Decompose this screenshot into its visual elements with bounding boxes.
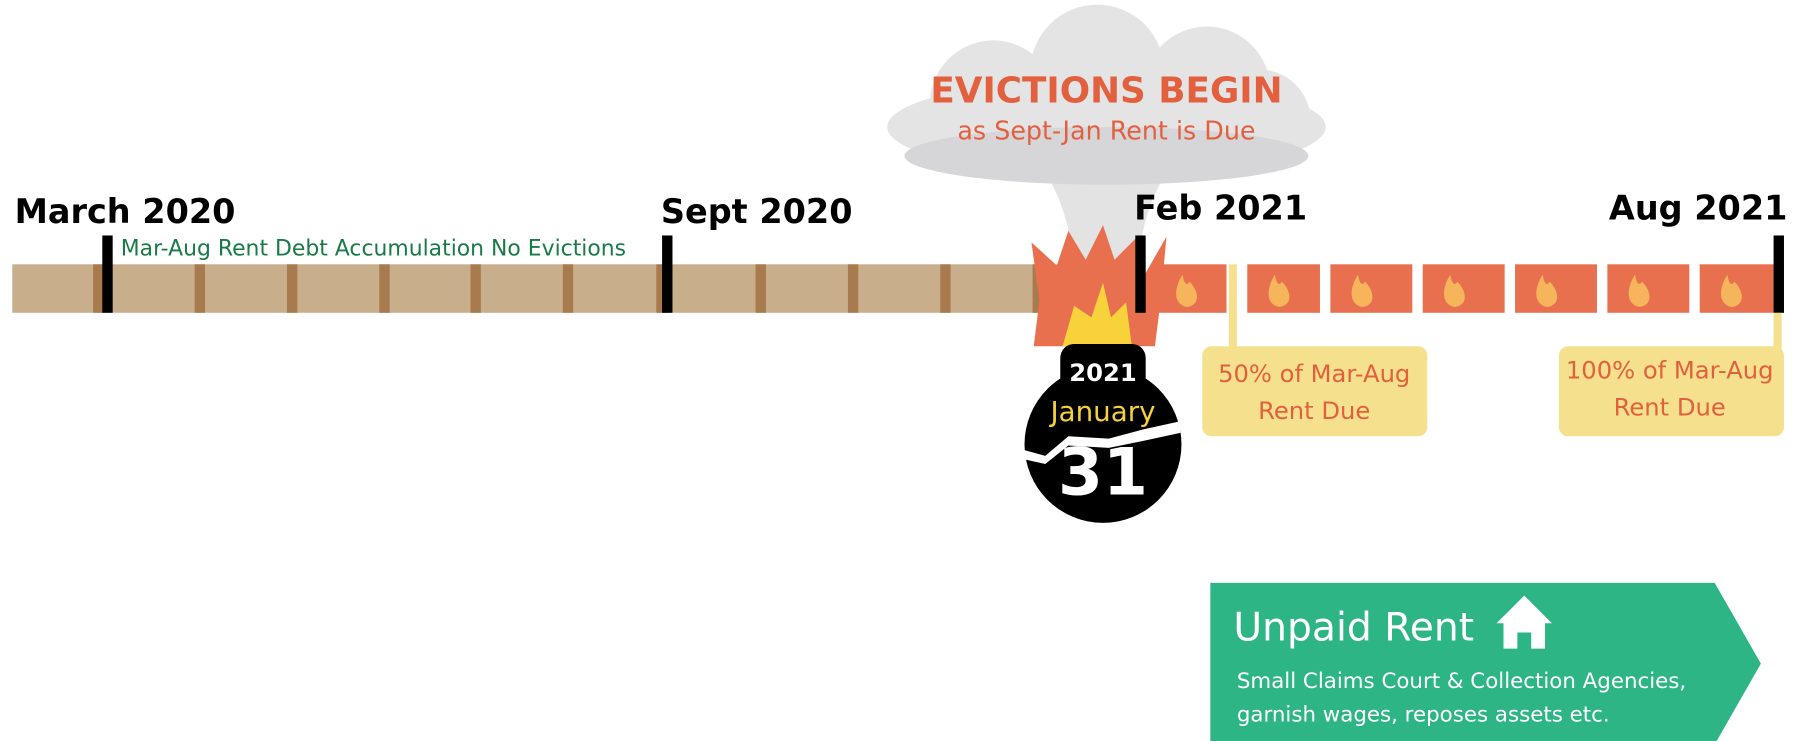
bomb-year: 2021 — [1069, 359, 1136, 387]
bomb-day: 31 — [1058, 435, 1148, 510]
bar-divider — [379, 264, 389, 312]
bar-divider — [563, 264, 573, 312]
cloud-subtitle: as Sept-Jan Rent is Due — [957, 116, 1255, 146]
timeline-infographic: EVICTIONS BEGIN as Sept-Jan Rent is Due … — [0, 0, 1802, 741]
bar-divider — [848, 264, 858, 312]
bar-divider — [195, 264, 205, 312]
marker-label: Aug 2021 — [1609, 189, 1788, 228]
unpaid-text: garnish wages, reposes assets etc. — [1237, 703, 1610, 728]
marker-label: March 2020 — [15, 192, 236, 231]
unpaid-title: Unpaid Rent — [1233, 606, 1474, 651]
cloud-title: EVICTIONS BEGIN — [930, 70, 1282, 111]
eviction-month — [1515, 264, 1597, 312]
marker-label: Sept 2020 — [661, 192, 853, 231]
callout-text: 50% of Mar-Aug — [1218, 360, 1410, 388]
bar-divider — [940, 264, 950, 312]
eviction-month — [1330, 264, 1412, 312]
callout-text: Rent Due — [1614, 394, 1726, 422]
bar-divider — [756, 264, 766, 312]
accumulation-label: Mar-Aug Rent Debt Accumulation No Evicti… — [121, 236, 626, 261]
marker-label: Feb 2021 — [1134, 189, 1307, 228]
eviction-month — [1423, 264, 1505, 312]
timeline-bar — [12, 264, 1784, 312]
bar-divider — [287, 264, 297, 312]
callout-text: Rent Due — [1258, 397, 1370, 425]
bar-divider — [470, 264, 480, 312]
callout-line — [1774, 313, 1782, 351]
callout-line — [1229, 264, 1237, 351]
bomb-month: January — [1049, 395, 1156, 428]
bar-divider — [93, 264, 103, 312]
callout-text: 100% of Mar-Aug — [1566, 357, 1774, 385]
unpaid-text: Small Claims Court & Collection Agencies… — [1237, 669, 1686, 694]
eviction-month — [1607, 264, 1689, 312]
